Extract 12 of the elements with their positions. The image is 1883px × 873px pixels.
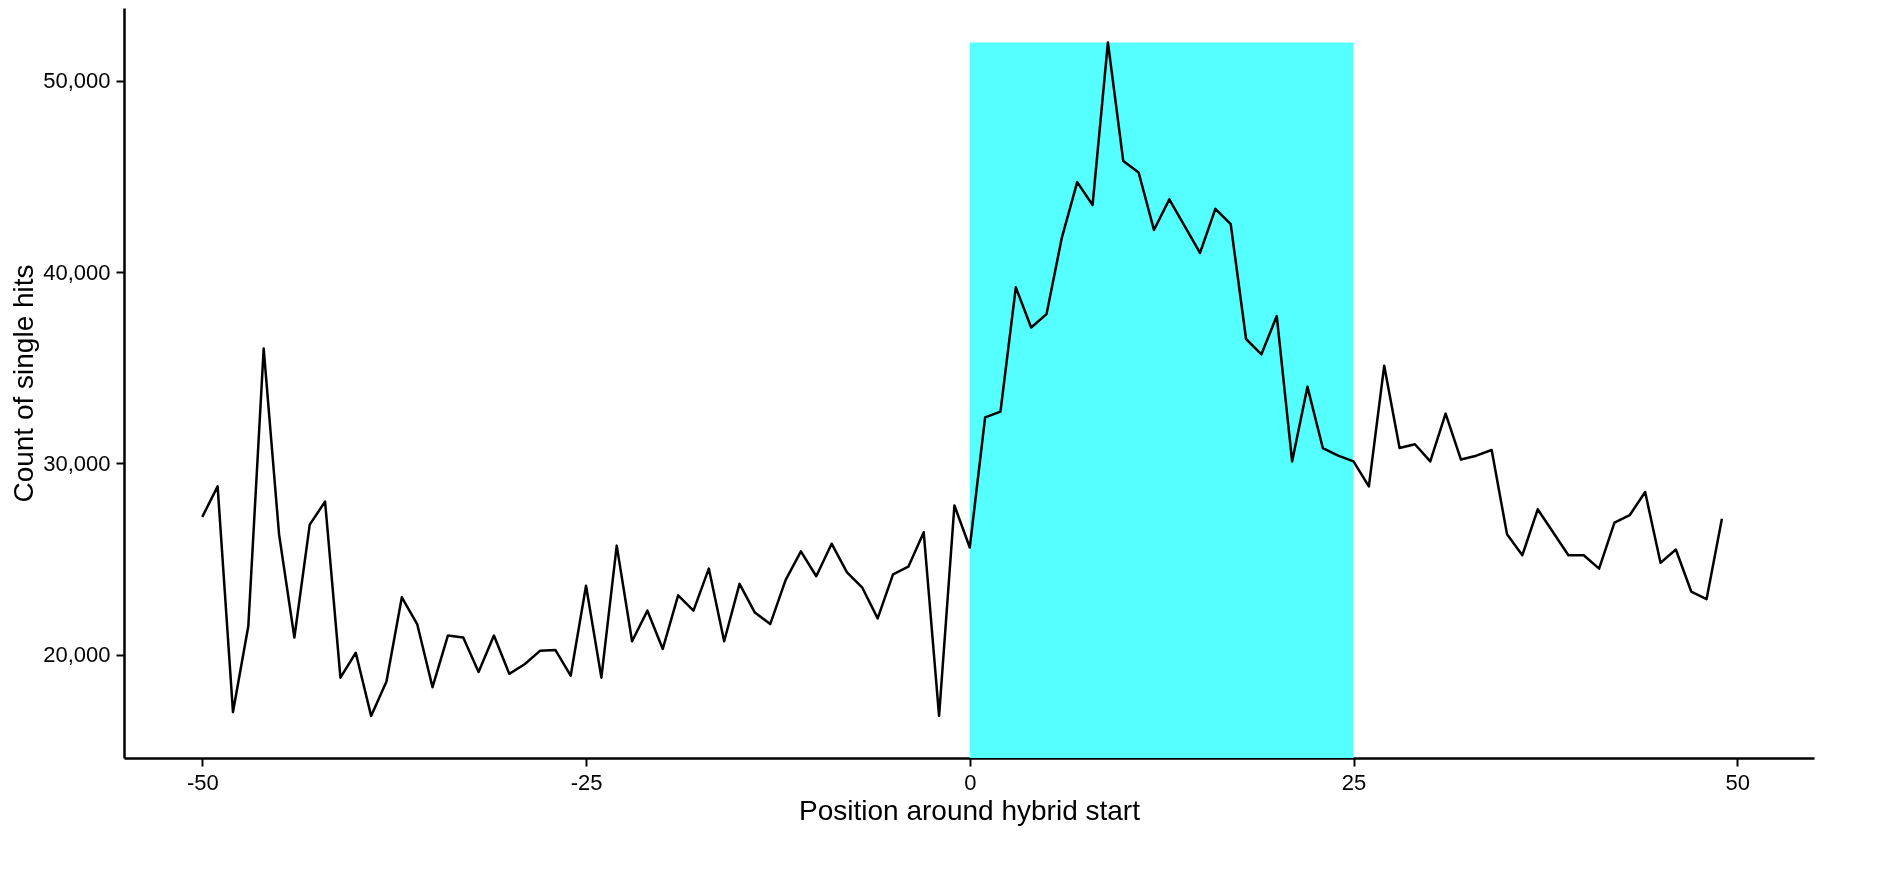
x-tick-label: -50 [186,769,219,795]
y-tick-label: 40,000 [43,259,111,285]
x-tick-label: 50 [1725,769,1750,795]
line-series [201,41,1724,718]
y-axis-title: Count of single hits [8,264,40,503]
x-axis-title: Position around hybrid start [799,794,1141,826]
y-tick-label: 20,000 [43,642,111,668]
x-tick-label: 25 [1341,769,1367,795]
x-tick-label: 0 [964,769,977,795]
y-tick-label: 50,000 [43,68,111,94]
x-tick-label: -25 [570,769,603,795]
y-tick-label: 30,000 [43,450,111,476]
